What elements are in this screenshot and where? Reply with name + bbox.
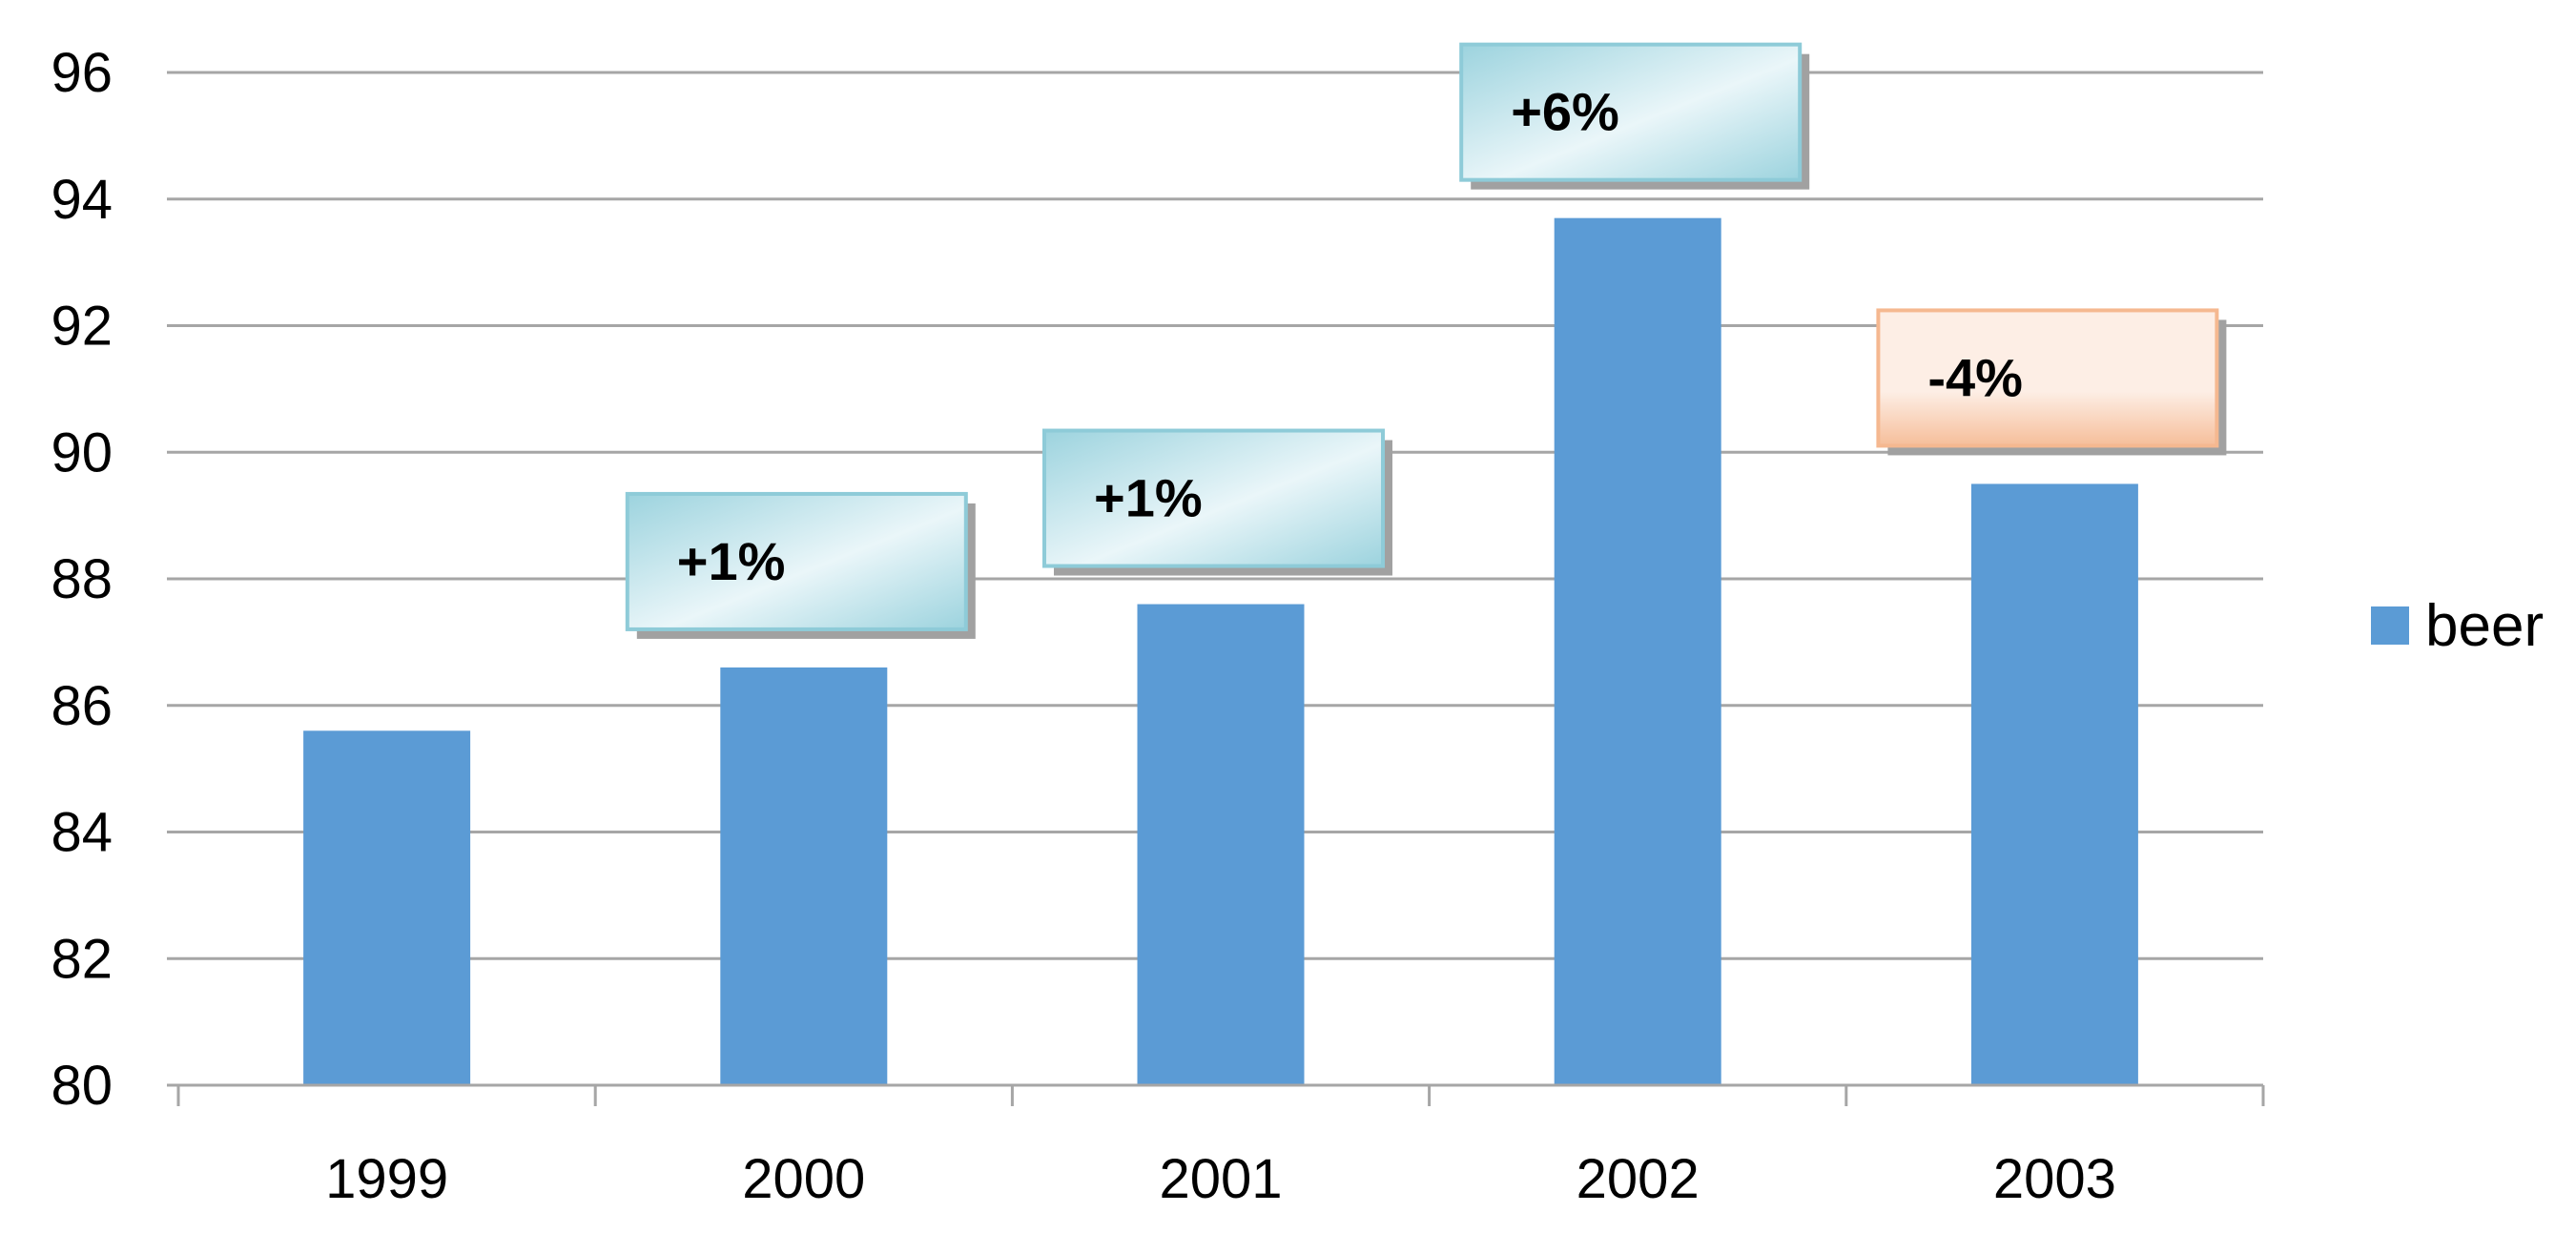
- annotation-box: [1459, 42, 1803, 182]
- annotation-box: [1876, 308, 2219, 448]
- annotation-label-2001: +1%: [1094, 468, 1203, 528]
- y-tick-label-94: 94: [51, 169, 113, 231]
- annotation-2002: +6%: [1459, 42, 1810, 190]
- legend-swatch-beer: [2371, 606, 2409, 645]
- annotation-label-2003: -4%: [1927, 347, 2023, 407]
- legend-label-beer: beer: [2425, 593, 2544, 659]
- y-tick-label-86: 86: [51, 675, 113, 737]
- x-tick-label-2002: 2002: [1577, 1148, 1700, 1210]
- y-tick-label-88: 88: [51, 548, 113, 610]
- y-tick-label-90: 90: [51, 421, 113, 483]
- annotation-2001: +1%: [1042, 428, 1392, 576]
- change-annotations: +1% +1% +6% -4%: [625, 42, 2227, 639]
- bar-beer-2002: [1554, 217, 1721, 1086]
- y-axis-tick-labels: 80 82 84 86 88 90 92 94 96: [51, 42, 113, 1117]
- annotation-2003: -4%: [1876, 308, 2227, 456]
- bar-beer-1999: [303, 730, 471, 1085]
- annotation-label-2000: +1%: [677, 531, 786, 591]
- annotation-label-2002: +6%: [1511, 82, 1619, 142]
- annotation-2000: +1%: [625, 491, 976, 639]
- annotation-box: [1042, 428, 1385, 568]
- legend: beer: [2371, 593, 2544, 659]
- y-tick-label-96: 96: [51, 42, 113, 104]
- y-tick-label-92: 92: [51, 296, 113, 358]
- x-axis-tick-labels: 1999 2000 2001 2002 2003: [325, 1148, 2116, 1210]
- x-axis: [176, 1083, 2265, 1106]
- x-tick-label-2001: 2001: [1159, 1148, 1282, 1210]
- x-tick-label-2000: 2000: [742, 1148, 865, 1210]
- x-tick-label-2003: 2003: [1993, 1148, 2116, 1210]
- bar-beer-2000: [720, 667, 888, 1085]
- x-tick-label-1999: 1999: [325, 1148, 448, 1210]
- y-tick-label-82: 82: [51, 928, 113, 990]
- bar-beer-2001: [1137, 604, 1305, 1085]
- y-tick-label-84: 84: [51, 802, 113, 864]
- bars: [303, 217, 2138, 1086]
- bar-beer-2003: [1970, 483, 2138, 1085]
- y-tick-label-80: 80: [51, 1055, 113, 1117]
- annotation-box: [625, 491, 968, 631]
